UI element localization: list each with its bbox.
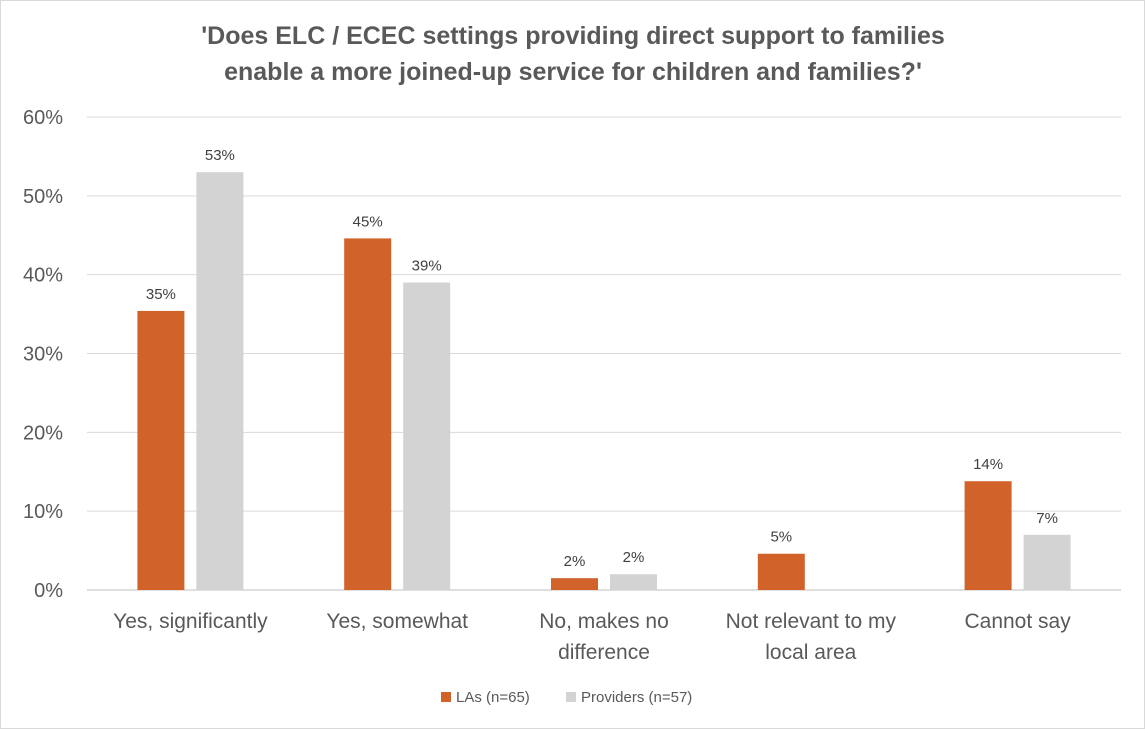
x-category-label: difference [558, 641, 650, 664]
y-axis-ticks: 0% 10% 20% 30% 40% 50% 60% [23, 107, 63, 602]
legend-swatch [441, 692, 451, 702]
bar-providers [610, 574, 657, 590]
legend: LAs (n=65) Providers (n=57) [441, 689, 692, 706]
gridlines [87, 116, 1121, 591]
data-label: 53% [205, 147, 235, 164]
y-tick-label: 0% [34, 580, 63, 602]
bar-las [344, 238, 392, 591]
legend-label: LAs (n=65) [456, 689, 530, 706]
data-label: 35% [146, 286, 176, 303]
legend-label: Providers (n=57) [581, 689, 692, 706]
data-label: 5% [770, 529, 792, 546]
y-tick-label: 50% [23, 186, 63, 208]
data-label: 7% [1036, 510, 1058, 527]
x-category-label: Not relevant to my [726, 610, 897, 633]
y-tick-label: 30% [23, 344, 63, 366]
x-category-label: Yes, significantly [113, 610, 268, 633]
x-axis-categories: Yes, significantly Yes, somewhat No, makes… [113, 610, 1071, 664]
data-label: 2% [623, 549, 645, 566]
bar-providers [196, 172, 244, 590]
bar-providers [1023, 534, 1071, 590]
y-tick-label: 10% [23, 501, 63, 523]
bar-las [964, 481, 1012, 590]
bars [137, 172, 1071, 591]
y-tick-label: 20% [23, 422, 63, 444]
bar-providers [403, 282, 451, 590]
chart-title-line: enable a more joined-up service for chil… [224, 58, 922, 86]
chart-title-line: 'Does ELC / ECEC settings providing dire… [201, 22, 945, 50]
y-tick-label: 40% [23, 265, 63, 287]
data-label: 2% [564, 553, 586, 570]
data-label: 45% [353, 213, 383, 230]
bar-las [137, 310, 185, 590]
data-labels: 35% 53% 45% 39% 2% 2% 5% 14% 7% [146, 147, 1058, 570]
data-label: 14% [973, 456, 1003, 473]
data-label: 39% [412, 258, 442, 275]
x-category-label: Yes, somewhat [326, 610, 468, 633]
bar-las [757, 553, 805, 590]
x-category-label: Cannot say [964, 610, 1071, 633]
x-category-label: No, makes no [539, 610, 669, 633]
bar-las [551, 578, 598, 590]
chart-title: 'Does ELC / ECEC settings providing dire… [201, 22, 945, 86]
x-category-label: local area [765, 641, 856, 664]
y-tick-label: 60% [23, 107, 63, 129]
legend-swatch [566, 692, 576, 702]
